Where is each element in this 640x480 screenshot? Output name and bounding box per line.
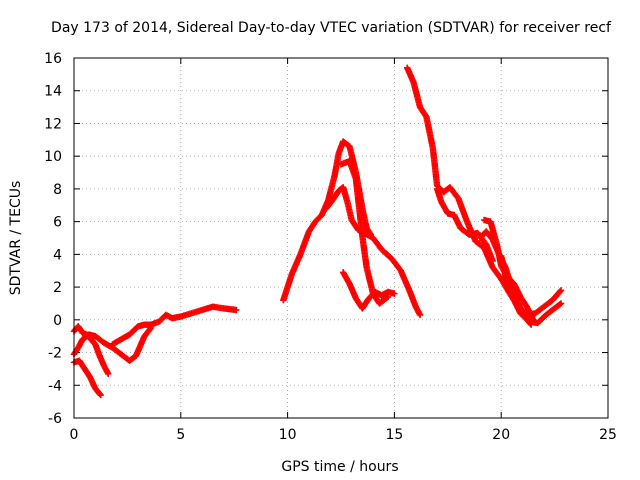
series-arc-10 (433, 185, 496, 265)
data-point (556, 301, 564, 308)
y-tick-label: 16 (44, 51, 62, 67)
data-point (557, 287, 565, 294)
y-tick-label: -6 (48, 411, 62, 427)
y-tick-label: 0 (53, 313, 62, 329)
y-axis-label: SDTVAR / TECUs (8, 181, 24, 296)
plot-frame (73, 57, 609, 419)
x-axis-label: GPS time / hours (281, 459, 398, 475)
x-tick-label: 15 (385, 427, 403, 443)
data-point (96, 390, 104, 398)
series-arc-5 (280, 138, 375, 304)
data-point (233, 306, 240, 314)
series-arc-4 (109, 303, 240, 348)
data-marks (70, 64, 565, 399)
data-point (416, 311, 424, 319)
grid-lines (74, 58, 608, 418)
y-tick-label: 8 (53, 182, 62, 198)
series-arc-9 (404, 64, 565, 319)
series-arc-6 (322, 184, 424, 319)
y-tick-label: 6 (53, 215, 62, 231)
x-tick-label: 5 (176, 427, 185, 443)
data-point (489, 257, 496, 265)
y-tick-label: 14 (44, 84, 62, 100)
y-tick-label: 12 (44, 116, 62, 132)
data-point (557, 300, 565, 307)
series-arc-13 (498, 252, 565, 327)
data-point (104, 370, 112, 378)
y-tick-label: -2 (48, 346, 62, 362)
y-tick-label: 10 (44, 149, 62, 165)
y-tick-label: 2 (53, 280, 62, 296)
data-point (391, 290, 398, 297)
series-arc-3 (70, 324, 155, 364)
data-point (97, 391, 104, 399)
x-tick-label: 20 (492, 427, 510, 443)
x-tick-label: 25 (599, 427, 617, 443)
x-tick-label: 0 (70, 427, 79, 443)
series-arc-8 (339, 269, 398, 312)
x-tick-label: 10 (279, 427, 297, 443)
series-arc-1 (70, 357, 104, 399)
data-point (556, 288, 564, 295)
y-tick-label: 4 (53, 247, 62, 263)
chart-title: Day 173 of 2014, Sidereal Day-to-day VTE… (51, 20, 612, 36)
axis-ticks: 0 5 10 15 20 25 -6 -4 -2 0 2 4 6 8 10 12 14 16 (44, 51, 617, 443)
series-arc-7 (337, 157, 392, 307)
y-tick-label: -4 (48, 378, 62, 394)
